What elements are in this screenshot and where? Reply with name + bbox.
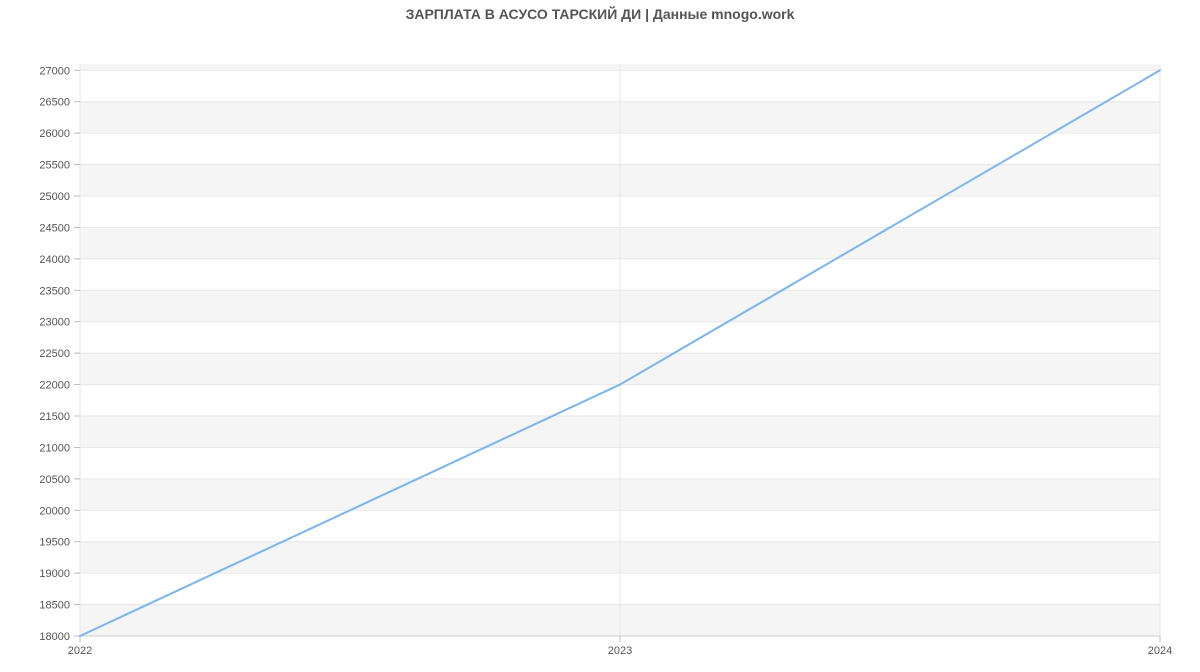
y-tick-label: 21000	[39, 442, 70, 454]
x-tick-label: 2024	[1148, 645, 1172, 657]
y-tick-label: 20500	[39, 474, 70, 486]
y-tick-label: 25500	[39, 160, 70, 172]
y-tick-label: 19500	[39, 537, 70, 549]
y-tick-label: 18500	[39, 600, 70, 612]
y-tick-label: 24000	[39, 254, 70, 266]
y-tick-label: 24500	[39, 222, 70, 234]
salary-chart: ЗАРПЛАТА В АСУСО ТАРСКИЙ ДИ | Данные mno…	[0, 0, 1200, 650]
x-tick-label: 2023	[608, 645, 632, 657]
y-tick-label: 22000	[39, 380, 70, 392]
y-tick-label: 23000	[39, 317, 70, 329]
y-tick-label: 19000	[39, 568, 70, 580]
y-tick-label: 22500	[39, 348, 70, 360]
y-tick-label: 26500	[39, 97, 70, 109]
y-tick-label: 23500	[39, 285, 70, 297]
y-tick-label: 21500	[39, 411, 70, 423]
chart-canvas: 18000 18500 19000 19500 20000 20500 21000 21500…	[0, 22, 1200, 672]
y-tick-label: 20000	[39, 505, 70, 517]
chart-title: ЗАРПЛАТА В АСУСО ТАРСКИЙ ДИ | Данные mno…	[0, 0, 1200, 22]
y-tick-label: 18000	[39, 631, 70, 643]
y-tick-label: 25000	[39, 191, 70, 203]
x-tick-label: 2022	[68, 645, 92, 657]
y-tick-label: 26000	[39, 128, 70, 140]
y-tick-label: 27000	[39, 65, 70, 77]
